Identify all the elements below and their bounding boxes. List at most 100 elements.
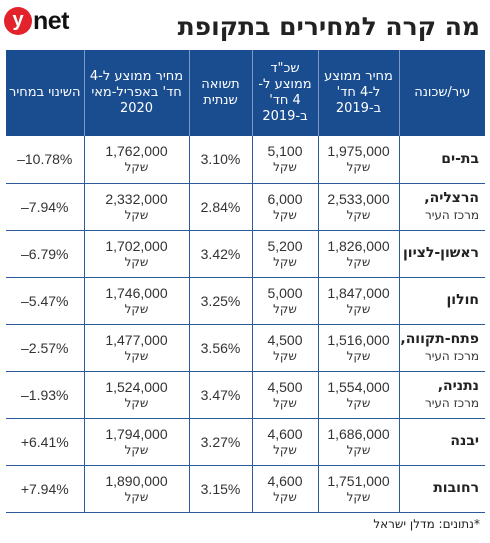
table-row: הרצליה, מרכז העיר 2,533,000 שקל 6,000 שקל 2.84… — [6, 183, 485, 231]
cell-price-2019-value: 1,686,000 — [327, 425, 390, 442]
city-name: ראשון-לציון — [402, 245, 479, 261]
cell-price-2020: 1,524,000 שקל — [83, 371, 189, 419]
cell-price-2019-value: 1,826,000 — [327, 237, 390, 254]
cell-city: הרצליה, מרכז העיר — [398, 183, 485, 231]
prices-table: עיר/שכונה מחיר ממוצע ל-4 חד' ב-2019 שכ"ד… — [6, 50, 485, 513]
unit-label: שקל — [124, 395, 149, 410]
cell-price-2020: 1,746,000 שקל — [83, 277, 189, 325]
header-yield: תשואה שנתית — [188, 50, 252, 136]
cell-yield: 2.84% — [188, 183, 252, 231]
cell-change: –10.78% — [6, 136, 84, 184]
cell-change: –5.47% — [6, 277, 84, 325]
cell-yield: 3.25% — [188, 277, 252, 325]
unit-label: שקל — [346, 442, 371, 457]
unit-label: שקל — [273, 489, 297, 504]
cell-yield: 3.10% — [188, 136, 252, 184]
header-rent-2019: שכ"ד ממוצע ל- 4 חד' ב-2019 — [251, 50, 318, 136]
header-city: עיר/שכונה — [398, 50, 485, 136]
cell-price-2020: 1,702,000 שקל — [83, 230, 189, 278]
city-name: פתח-תקווה, — [400, 330, 479, 347]
cell-price-2020-value: 2,332,000 — [105, 190, 168, 207]
cell-city: בת-ים — [398, 136, 485, 184]
header-change: השינוי במחיר — [6, 50, 84, 136]
source-note: *נתונים: מדלן ישראל — [373, 517, 480, 531]
header-price-2020: מחיר ממוצע ל-4 חד' באפריל-מאי 2020 — [83, 50, 189, 136]
unit-label: שקל — [346, 160, 371, 175]
table-row: רחובות 1,751,000 שקל 4,600 שקל 3.15% 1,890,000… — [6, 465, 485, 513]
cell-price-2019: 1,686,000 שקל — [317, 418, 399, 466]
logo-word: net — [33, 6, 70, 35]
unit-label: שקל — [273, 301, 297, 316]
city-sub: מרכז העיר — [424, 348, 479, 363]
cell-change: –7.94% — [6, 183, 84, 231]
cell-price-2020: 1,762,000 שקל — [83, 136, 189, 184]
cell-rent-2019-value: 5,200 — [267, 237, 303, 254]
header-price-2019: מחיר ממוצע ל-4 חד' ב-2019 — [317, 50, 399, 136]
cell-rent-2019-value: 6,000 — [267, 190, 303, 207]
city-name: רחובות — [433, 480, 479, 496]
cell-change: –6.79% — [6, 230, 84, 278]
cell-rent-2019-value: 4,600 — [267, 425, 303, 442]
cell-rent-2019: 4,600 שקל — [251, 418, 318, 466]
unit-label: שקל — [346, 395, 371, 410]
unit-label: שקל — [346, 301, 371, 316]
unit-label: שקל — [124, 254, 149, 269]
cell-change: +6.41% — [6, 418, 84, 466]
unit-label: שקל — [124, 489, 149, 504]
cell-city: ראשון-לציון — [398, 230, 485, 278]
cell-price-2020-value: 1,762,000 — [105, 143, 168, 160]
cell-rent-2019: 6,000 שקל — [251, 183, 318, 231]
city-name: הרצליה, — [424, 189, 479, 206]
unit-label: שקל — [346, 489, 371, 504]
cell-price-2019-value: 2,533,000 — [327, 190, 390, 207]
unit-label: שקל — [124, 301, 149, 316]
unit-label: שקל — [124, 442, 149, 457]
table-row: ראשון-לציון 1,826,000 שקל 5,200 שקל 3.42% 1,70… — [6, 230, 485, 278]
table-row: בת-ים 1,975,000 שקל 5,100 שקל 3.10% 1,762,000 ש… — [6, 136, 485, 184]
table-row: פתח-תקווה, מרכז העיר 1,516,000 שקל 4,500 שקל 3… — [6, 324, 485, 372]
unit-label: שקל — [346, 254, 371, 269]
cell-price-2019-value: 1,516,000 — [327, 331, 390, 348]
city-name: בת-ים — [441, 150, 479, 167]
cell-rent-2019-value: 5,000 — [267, 284, 303, 301]
cell-price-2019: 1,554,000 שקל — [317, 371, 399, 419]
cell-city: רחובות — [398, 465, 485, 513]
unit-label: שקל — [124, 207, 149, 222]
cell-price-2019-value: 1,847,000 — [327, 284, 390, 301]
cell-price-2019: 1,751,000 שקל — [317, 465, 399, 513]
unit-label: שקל — [124, 348, 149, 363]
cell-rent-2019: 4,600 שקל — [251, 465, 318, 513]
cell-price-2020-value: 1,477,000 — [105, 331, 168, 348]
unit-label: שקל — [273, 395, 297, 410]
cell-price-2020-value: 1,890,000 — [105, 472, 168, 489]
cell-price-2020: 2,332,000 שקל — [83, 183, 189, 231]
cell-price-2020-value: 1,794,000 — [105, 425, 168, 442]
table-header-row: עיר/שכונה מחיר ממוצע ל-4 חד' ב-2019 שכ"ד… — [6, 50, 485, 136]
unit-label: שקל — [273, 254, 297, 269]
cell-price-2019-value: 1,975,000 — [327, 143, 390, 160]
cell-rent-2019: 5,100 שקל — [251, 136, 318, 184]
cell-change: –1.93% — [6, 371, 84, 419]
unit-label: שקל — [346, 348, 371, 363]
cell-price-2019: 1,847,000 שקל — [317, 277, 399, 325]
table-row: חולון 1,847,000 שקל 5,000 שקל 3.25% 1,746,000 ש… — [6, 277, 485, 325]
cell-city: נתניה, מרכז העיר — [398, 371, 485, 419]
page-title: מה קרה למחירים בתקופת הקורונה — [177, 12, 480, 79]
city-sub: מרכז העיר — [424, 395, 479, 410]
cell-rent-2019: 4,500 שקל — [251, 324, 318, 372]
city-name: יבנה — [450, 433, 479, 449]
unit-label: שקל — [273, 442, 297, 457]
cell-rent-2019-value: 4,600 — [267, 472, 303, 489]
cell-rent-2019: 5,000 שקל — [251, 277, 318, 325]
cell-city: יבנה — [398, 418, 485, 466]
cell-price-2019-value: 1,751,000 — [327, 472, 390, 489]
cell-city: חולון — [398, 277, 485, 325]
cell-rent-2019-value: 4,500 — [267, 378, 303, 395]
cell-price-2020: 1,794,000 שקל — [83, 418, 189, 466]
cell-price-2019: 1,975,000 שקל — [317, 136, 399, 184]
cell-yield: 3.15% — [188, 465, 252, 513]
table-row: יבנה 1,686,000 שקל 4,600 שקל 3.27% 1,794,000 שק… — [6, 418, 485, 466]
cell-price-2020: 1,890,000 שקל — [83, 465, 189, 513]
city-name: נתניה, — [437, 377, 479, 394]
unit-label: שקל — [273, 207, 297, 222]
